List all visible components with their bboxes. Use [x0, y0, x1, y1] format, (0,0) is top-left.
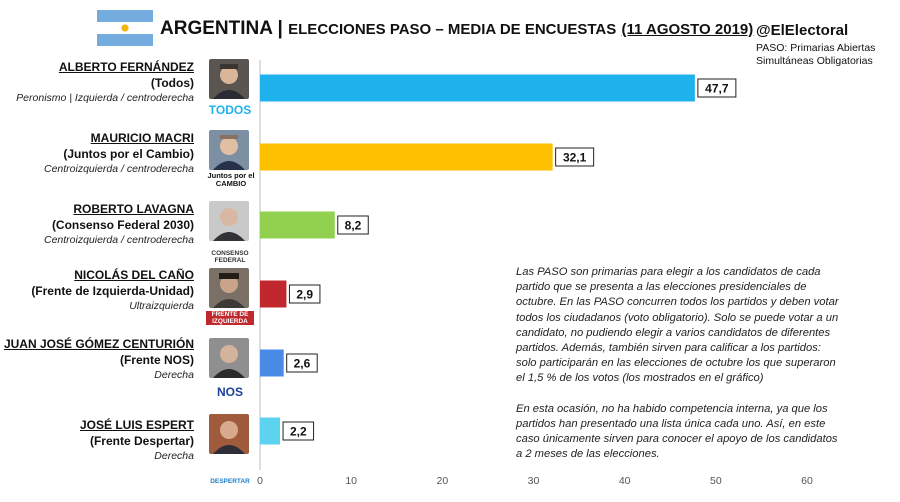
x-tick-label: 20 [436, 475, 448, 487]
twitter-handle: @ElElectoral [756, 22, 849, 39]
candidate-name: ROBERTO LAVAGNA [73, 202, 194, 216]
candidate-label: JUAN JOSÉ GÓMEZ CENTURIÓN (Frente NOS) D… [4, 337, 194, 383]
note-paragraph: Las PASO son primarias para elegir a los… [516, 266, 839, 385]
bar [260, 143, 553, 171]
candidate-name: NICOLÁS DEL CAÑO [74, 268, 194, 282]
data-label: 32,1 [563, 151, 587, 165]
candidate-ideology: Centroizquierda / centroderecha [43, 234, 194, 246]
bar [260, 74, 695, 102]
candidate-ideology: Centroizquierda / centroderecha [43, 163, 194, 175]
x-tick-label: 10 [345, 475, 357, 487]
note-paragraph: En esta ocasión, no ha habido competenci… [516, 402, 838, 461]
candidate-name: JUAN JOSÉ GÓMEZ CENTURIÓN [3, 337, 194, 351]
data-label-box [337, 215, 369, 235]
candidate-party: (Todos) [150, 76, 194, 90]
candidate-party: (Frente Despertar) [89, 434, 194, 448]
candidate-party: (Juntos por el Cambio) [63, 147, 194, 161]
explanatory-note: Las PASO son primarias para elegir a los… [516, 265, 842, 477]
party-logo-fit: FRENTE DE IZQUIERDA [206, 311, 254, 325]
candidate-name: MAURICIO MACRI [90, 131, 194, 145]
candidate-ideology: Peronismo | Izquierda / centroderecha [16, 92, 194, 104]
x-tick-label: 50 [710, 475, 722, 487]
candidate-photo [209, 268, 249, 308]
data-label: 2,9 [296, 288, 313, 302]
bar [260, 349, 284, 377]
candidate-label: NICOLÁS DEL CAÑO (Frente de Izquierda-Un… [31, 268, 194, 314]
candidate-ideology: Ultraizquierda [129, 300, 194, 312]
bar [260, 280, 287, 308]
candidate-name: JOSÉ LUIS ESPERT [79, 418, 194, 432]
title-country: ARGENTINA [160, 18, 273, 39]
bar [260, 211, 335, 239]
candidate-photo [209, 201, 249, 241]
data-label: 2,6 [294, 357, 311, 371]
candidate-party: (Frente de Izquierda-Unidad) [31, 284, 194, 298]
candidate-photo [209, 338, 249, 378]
candidate-label: JOSÉ LUIS ESPERT (Frente Despertar) Dere… [80, 418, 194, 464]
paso-definition: PASO: Primarias Abiertas Simultáneas Obl… [756, 42, 876, 67]
title-subtitle: ELECCIONES PASO – MEDIA DE ENCUESTAS [288, 21, 617, 38]
x-tick-label: 40 [619, 475, 631, 487]
party-logo-todos: TODOS [208, 103, 252, 117]
title-separator: | [277, 18, 283, 39]
chart-title: ARGENTINA | ELECCIONES PASO – MEDIA DE E… [160, 18, 753, 40]
candidate-label: MAURICIO MACRI (Juntos por el Cambio) Ce… [44, 131, 194, 177]
candidate-ideology: Derecha [154, 450, 194, 462]
x-tick-label: 60 [801, 475, 813, 487]
argentina-flag-icon [97, 10, 153, 46]
candidate-photo [209, 414, 249, 454]
title-date: (11 AGOSTO 2019) [621, 21, 754, 38]
data-label-box [286, 353, 318, 373]
data-label-box [282, 421, 315, 441]
candidate-label: ALBERTO FERNÁNDEZ (Todos) Peronismo | Iz… [16, 60, 194, 106]
candidate-party: (Consenso Federal 2030) [51, 218, 194, 232]
data-label-box [555, 147, 595, 167]
candidate-name: ALBERTO FERNÁNDEZ [58, 60, 194, 74]
x-tick-label: 30 [528, 475, 540, 487]
party-logo-despertar: DESPERTAR [210, 478, 250, 485]
x-tick-label: 0 [257, 475, 263, 487]
party-logo-consenso: CONSENSO FEDERAL [211, 250, 249, 264]
candidate-photo [209, 130, 249, 170]
data-label: 47,7 [705, 82, 729, 96]
data-label-box [697, 78, 737, 98]
party-logo-juntos: Juntos por el CAMBIO [207, 171, 255, 188]
data-label-box [288, 284, 321, 304]
candidate-ideology: Derecha [154, 369, 194, 381]
data-label: 8,2 [345, 219, 362, 233]
candidate-photo [209, 59, 249, 99]
candidate-party: (Frente NOS) [119, 353, 194, 367]
data-label: 2,2 [290, 425, 307, 439]
candidate-label: ROBERTO LAVAGNA (Consenso Federal 2030) … [44, 202, 194, 248]
bar [260, 417, 281, 445]
party-logo-nos: NOS [216, 385, 243, 399]
